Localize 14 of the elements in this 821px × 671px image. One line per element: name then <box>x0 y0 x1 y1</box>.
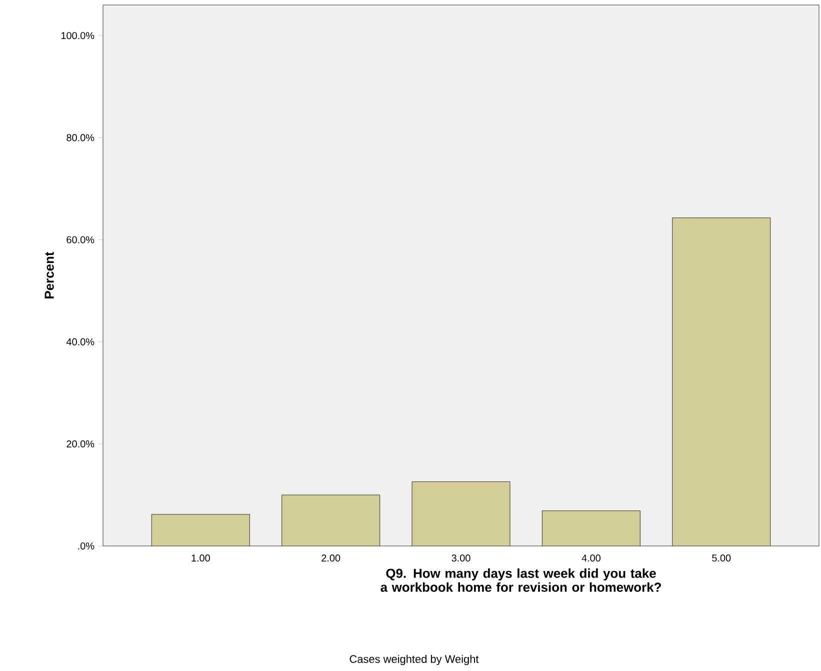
x-tick-label: 2.00 <box>322 554 340 562</box>
x-tick-label: 4.00 <box>582 554 600 562</box>
y-tick-label: 20.0% <box>66 440 94 448</box>
y-tick-label: 40.0% <box>66 338 94 346</box>
y-tick-label: 100.0% <box>61 32 94 40</box>
y-tick-label: 60.0% <box>66 236 94 244</box>
y-tick-label: 80.0% <box>66 134 94 142</box>
x-axis-title: Q9. How many days last week did you take a workbook home for revision or homework? <box>380 568 661 592</box>
x-tick-label: 3.00 <box>452 554 470 562</box>
x-tick-label: 5.00 <box>712 554 731 562</box>
y-axis-title: Percent <box>44 252 54 298</box>
x-tick-label: 1.00 <box>192 554 210 562</box>
text: Cases weighted by Weight <box>350 654 479 666</box>
y-tick-label: .0% <box>78 542 94 550</box>
